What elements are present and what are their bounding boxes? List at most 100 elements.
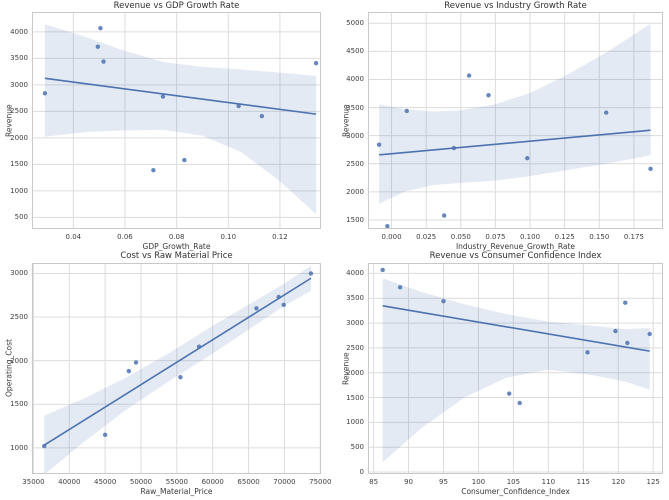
plot-title: Revenue vs GDP Growth Rate: [113, 1, 240, 11]
subplot-revenue-vs-consumer-confidence: Revenue vs Consumer Confidence Index Rev…: [334, 250, 669, 500]
x-tick-label: 0.12: [272, 233, 288, 241]
data-point: [151, 167, 156, 173]
data-point: [451, 145, 457, 151]
y-tick-label: 3000: [10, 80, 28, 89]
grid: [32, 263, 321, 474]
data-point: [466, 73, 472, 78]
grid: [368, 12, 663, 229]
x-tick-label: 95: [439, 478, 448, 486]
data-point: [182, 157, 187, 163]
y-tick-label: 2500: [10, 107, 28, 116]
y-tick-label: 2500: [346, 343, 364, 352]
data-point: [313, 60, 319, 66]
data-point: [613, 328, 618, 334]
x-tick-label: 0.06: [117, 233, 133, 241]
y-tick-label: 3500: [346, 294, 364, 303]
data-point: [41, 443, 47, 449]
y-tick-label: 3000: [346, 319, 364, 328]
x-tick-label: 0.100: [520, 233, 541, 241]
x-tick-label: 0.075: [485, 233, 506, 241]
x-tick-label: 60000: [201, 478, 224, 486]
data-point: [625, 340, 630, 346]
plot-area: [32, 12, 321, 229]
y-axis-label: Revenue: [341, 104, 351, 137]
data-point: [259, 113, 265, 119]
data-point: [507, 391, 512, 396]
data-point: [380, 267, 385, 273]
y-tick-label: 1000: [10, 186, 28, 195]
data-point: [133, 360, 139, 365]
x-axis-label: Raw_Material_Price: [140, 487, 213, 496]
data-point: [160, 94, 166, 99]
y-tick-label: 0: [359, 468, 364, 476]
subplot-revenue-vs-gdp-growth: Revenue vs GDP Growth Rate Revenue GDP_G…: [0, 0, 334, 251]
y-tick-label: 1000: [10, 443, 28, 452]
x-tick-label: 100: [471, 478, 486, 486]
x-tick-label: 55000: [165, 478, 188, 486]
data-point: [42, 91, 48, 96]
x-tick-label: 0.150: [589, 233, 610, 241]
y-tick-label: 1000: [346, 418, 364, 427]
scatter-points: [42, 25, 319, 173]
data-point: [101, 59, 106, 64]
y-tick-label: 500: [14, 213, 28, 222]
data-point: [404, 108, 409, 114]
plot-title: Cost vs Raw Material Price: [120, 251, 233, 261]
y-tick-label: 2500: [346, 159, 364, 168]
x-tick-label: 0.125: [554, 233, 575, 241]
x-tick-label: 125: [646, 478, 660, 486]
data-point: [236, 103, 241, 109]
x-tick-label: 65000: [237, 478, 260, 486]
y-tick-label: 4000: [346, 75, 364, 84]
data-point: [308, 271, 314, 276]
plot-title: Revenue vs Consumer Confidence Index: [429, 251, 602, 261]
x-tick-label: 50000: [129, 478, 153, 486]
x-tick-label: 35000: [22, 478, 45, 486]
y-axis-label: Revenue: [4, 104, 14, 137]
y-tick-label: 3000: [10, 269, 28, 278]
axes-frame: [32, 12, 321, 229]
data-point: [196, 344, 202, 349]
y-tick-label: 2000: [10, 133, 28, 142]
y-tick-label: 2000: [346, 368, 364, 377]
x-tick-label: 40000: [58, 478, 81, 486]
x-tick-label: 0.04: [65, 233, 82, 241]
data-point: [647, 331, 652, 337]
x-tick-label: 0.050: [450, 233, 471, 241]
confidence-band: [382, 278, 650, 463]
x-tick-label: 0.000: [381, 233, 402, 241]
x-axis-label: Industry_Revenue_Growth_Rate: [455, 242, 576, 251]
data-point: [525, 155, 530, 161]
data-point: [585, 350, 590, 355]
y-tick-label: 4000: [346, 269, 364, 278]
data-point: [441, 299, 446, 304]
y-tick-label: 2500: [10, 313, 28, 322]
data-point: [385, 223, 390, 229]
data-point: [126, 368, 132, 374]
data-point: [102, 432, 108, 437]
x-tick-label: 110: [541, 478, 556, 486]
x-tick-label: 105: [506, 478, 521, 486]
data-point: [397, 285, 403, 290]
axes-frame: [32, 263, 321, 474]
regression-line: [382, 305, 650, 352]
subplot-revenue-vs-industry-growth: Revenue vs Industry Growth Rate Revenue …: [334, 0, 669, 251]
data-point: [441, 213, 447, 218]
x-tick-label: 0.08: [168, 233, 185, 241]
y-tick-label: 500: [350, 443, 364, 452]
x-tick-label: 115: [576, 478, 590, 486]
regression-line: [379, 129, 651, 156]
x-axis-label: Consumer_Confidence_Index: [461, 487, 570, 496]
data-point: [517, 400, 522, 406]
confidence-band: [44, 265, 311, 474]
x-tick-label: 70000: [273, 478, 296, 486]
data-point: [98, 25, 103, 31]
plot-area: [32, 263, 321, 474]
data-point: [648, 166, 653, 172]
regression-line: [44, 77, 317, 115]
x-axis-label: GDP_Growth_Rate: [142, 242, 211, 251]
plot-title: Revenue vs Industry Growth Rate: [444, 1, 587, 11]
y-tick-label: 3000: [346, 131, 364, 140]
x-tick-label: 120: [611, 478, 625, 486]
